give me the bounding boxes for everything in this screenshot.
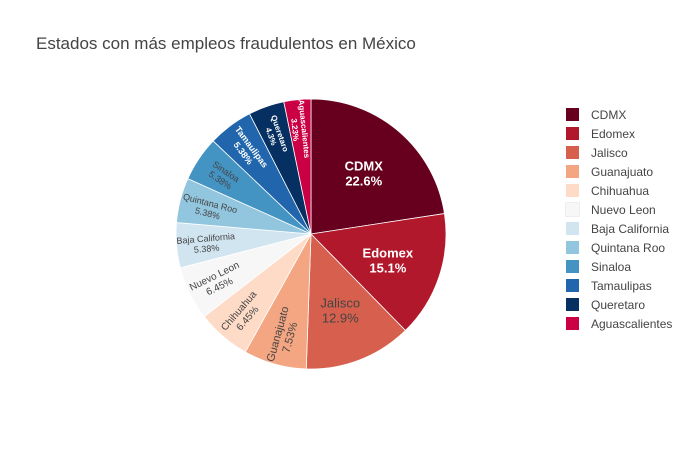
legend-item-quintana-roo[interactable]: Quintana Roo [566, 238, 672, 257]
legend-label: CDMX [591, 107, 627, 122]
slice-percent-label: 3.23% [289, 118, 300, 141]
legend-label: Nuevo Leon [591, 202, 656, 217]
legend-item-nuevo-leon[interactable]: Nuevo Leon [565, 200, 672, 219]
legend-swatch [566, 222, 579, 235]
legend-swatch [566, 165, 579, 178]
legend-item-queretaro[interactable]: Queretaro [566, 295, 672, 314]
legend-item-jalisco[interactable]: Jalisco [566, 143, 672, 162]
legend-label: Guanajuato [591, 164, 654, 179]
legend-label: Tamaulipas [591, 278, 652, 293]
legend-item-chihuahua[interactable]: Chihuahua [566, 181, 672, 200]
legend-label: Chihuahua [591, 183, 650, 198]
legend-item-aguascalientes[interactable]: Aguascalientes [566, 314, 672, 333]
pie-slices [175, 98, 447, 370]
legend-swatch [566, 260, 579, 273]
pie-slice-aguascalientes[interactable] [283, 98, 312, 235]
legend-item-edomex[interactable]: Edomex [566, 124, 672, 143]
slice-category-label: Jalisco [320, 296, 360, 311]
pie-slice-edomex[interactable] [310, 213, 447, 332]
slice-category-label: Edomex [363, 246, 414, 261]
legend-item-tamaulipas[interactable]: Tamaulipas [566, 276, 672, 295]
legend-swatch [565, 202, 580, 217]
legend-label: Edomex [591, 126, 636, 141]
legend-swatch [566, 146, 579, 159]
legend-swatch [566, 184, 579, 197]
pie-slice-cdmx[interactable] [310, 98, 445, 235]
slice-percent-label: 5.38% [193, 243, 219, 255]
legend-label: Quintana Roo [591, 240, 666, 255]
legend-item-sinaloa[interactable]: Sinaloa [566, 257, 672, 276]
legend-item-guanajuato[interactable]: Guanajuato [566, 162, 672, 181]
legend-swatch [566, 298, 579, 311]
legend: CDMX Edomex Jalisco Guanajuato Chihuahua Nuev… [565, 105, 672, 333]
legend-swatch [566, 279, 579, 292]
legend-label: Baja California [591, 221, 670, 236]
slice-category-label: CDMX [345, 159, 384, 174]
legend-swatch [566, 127, 579, 140]
legend-label: Sinaloa [591, 259, 632, 274]
legend-swatch [566, 108, 579, 121]
pie-slice-jalisco[interactable] [305, 233, 407, 370]
slice-percent-label: 12.9% [322, 311, 359, 326]
legend-label: Queretaro [591, 297, 646, 312]
chart-title: Estados con más empleos fraudulentos en … [36, 34, 416, 53]
legend-label: Jalisco [591, 145, 628, 160]
legend-item-cdmx[interactable]: CDMX [566, 105, 672, 124]
legend-item-baja-california[interactable]: Baja California [566, 219, 672, 238]
legend-label: Aguascalientes [591, 316, 673, 331]
legend-swatch [566, 241, 579, 254]
legend-swatch [566, 317, 579, 330]
slice-percent-label: 22.6% [345, 174, 382, 189]
slice-percent-label: 15.1% [369, 261, 406, 276]
slice-category-label: Baja California [176, 231, 235, 246]
